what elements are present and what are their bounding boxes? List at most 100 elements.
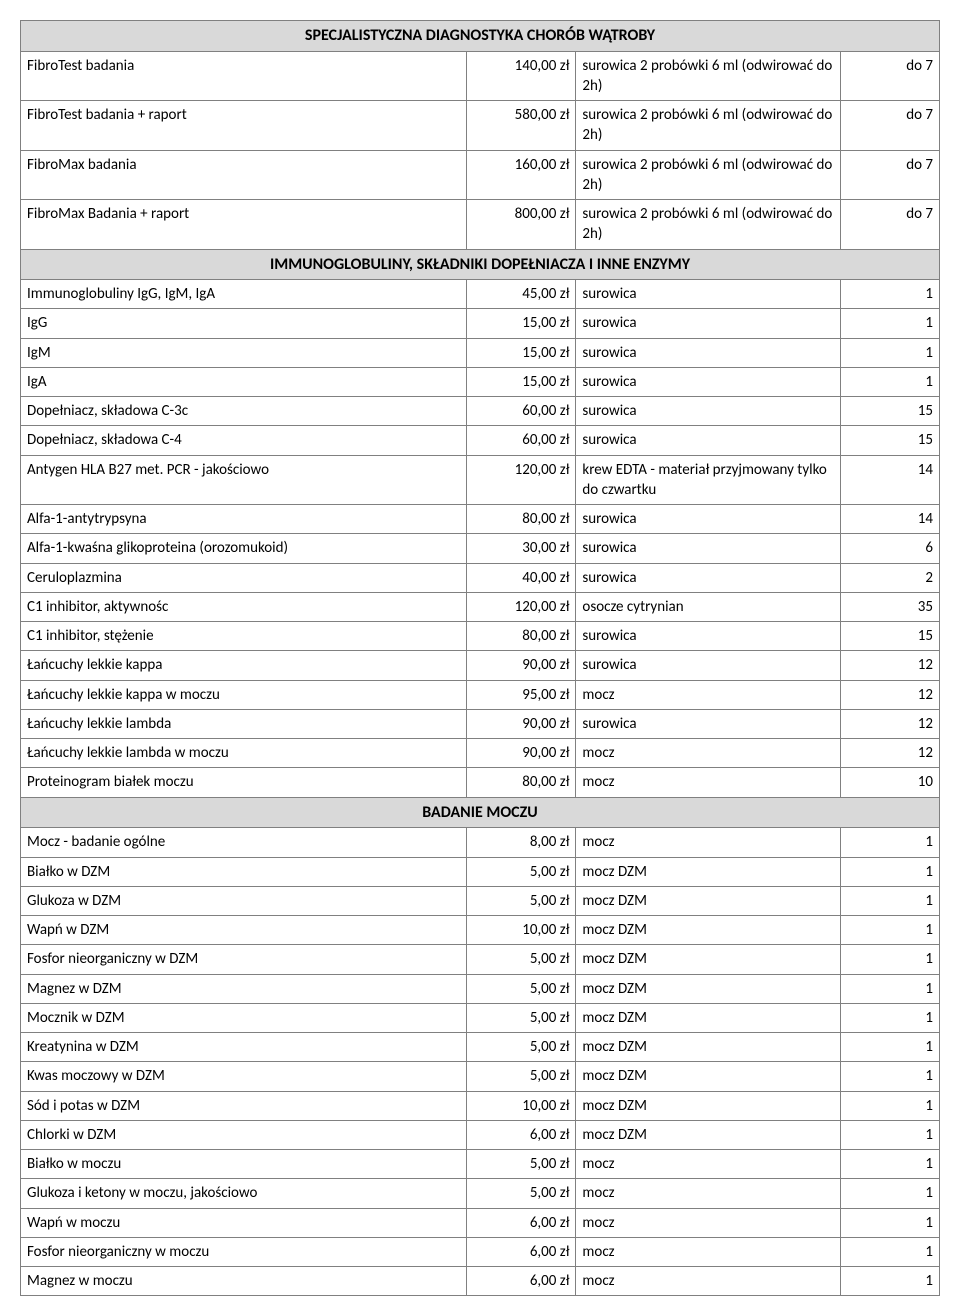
test-name: Fosfor nieorganiczny w moczu bbox=[21, 1237, 467, 1266]
test-days: 1 bbox=[840, 886, 939, 915]
test-material: mocz bbox=[576, 1267, 840, 1296]
test-days: do 7 bbox=[840, 101, 939, 151]
test-name: IgG bbox=[21, 309, 467, 338]
test-days: 1 bbox=[840, 828, 939, 857]
test-name: Fosfor nieorganiczny w DZM bbox=[21, 945, 467, 974]
test-days: 15 bbox=[840, 622, 939, 651]
table-row: Łańcuchy lekkie lambda w moczu90,00 złmo… bbox=[21, 739, 940, 768]
table-row: FibroTest badania + raport580,00 złsurow… bbox=[21, 101, 940, 151]
table-row: FibroMax badania160,00 złsurowica 2 prob… bbox=[21, 150, 940, 200]
test-name: Immunoglobuliny IgG, IgM, IgA bbox=[21, 280, 467, 309]
test-price: 6,00 zł bbox=[466, 1267, 576, 1296]
test-material: surowica bbox=[576, 309, 840, 338]
table-row: Immunoglobuliny IgG, IgM, IgA45,00 złsur… bbox=[21, 280, 940, 309]
table-row: Alfa-1-kwaśna glikoproteina (orozomukoid… bbox=[21, 534, 940, 563]
section-title: BADANIE MOCZU bbox=[21, 797, 940, 828]
test-name: C1 inhibitor, stężenie bbox=[21, 622, 467, 651]
test-name: IgM bbox=[21, 338, 467, 367]
table-row: C1 inhibitor, stężenie80,00 złsurowica15 bbox=[21, 622, 940, 651]
test-days: 1 bbox=[840, 974, 939, 1003]
table-row: Wapń w DZM10,00 złmocz DZM1 bbox=[21, 916, 940, 945]
table-row: FibroTest badania140,00 złsurowica 2 pro… bbox=[21, 51, 940, 101]
test-name: Ceruloplazmina bbox=[21, 563, 467, 592]
test-name: Dopełniacz, składowa C-3c bbox=[21, 397, 467, 426]
test-name: Magnez w DZM bbox=[21, 974, 467, 1003]
test-material: surowica bbox=[576, 505, 840, 534]
table-row: IgM15,00 złsurowica1 bbox=[21, 338, 940, 367]
test-material: mocz DZM bbox=[576, 974, 840, 1003]
test-days: 1 bbox=[840, 1208, 939, 1237]
test-days: 12 bbox=[840, 651, 939, 680]
table-row: Chlorki w DZM6,00 złmocz DZM1 bbox=[21, 1120, 940, 1149]
table-row: Łańcuchy lekkie kappa90,00 złsurowica12 bbox=[21, 651, 940, 680]
test-days: 12 bbox=[840, 739, 939, 768]
test-material: surowica bbox=[576, 622, 840, 651]
test-name: FibroMax Badania + raport bbox=[21, 200, 467, 250]
test-name: Proteinogram białek moczu bbox=[21, 768, 467, 797]
test-days: 14 bbox=[840, 455, 939, 505]
test-material: mocz bbox=[576, 739, 840, 768]
test-days: 1 bbox=[840, 1267, 939, 1296]
test-name: FibroTest badania + raport bbox=[21, 101, 467, 151]
test-price: 5,00 zł bbox=[466, 1150, 576, 1179]
test-material: surowica bbox=[576, 651, 840, 680]
test-days: do 7 bbox=[840, 150, 939, 200]
table-row: Antygen HLA B27 met. PCR - jakościowo120… bbox=[21, 455, 940, 505]
test-material: surowica bbox=[576, 338, 840, 367]
table-row: Alfa-1-antytrypsyna80,00 złsurowica14 bbox=[21, 505, 940, 534]
test-price: 5,00 zł bbox=[466, 1062, 576, 1091]
test-material: surowica bbox=[576, 280, 840, 309]
test-days: 1 bbox=[840, 1062, 939, 1091]
table-row: Mocz - badanie ogólne8,00 złmocz1 bbox=[21, 828, 940, 857]
test-name: FibroMax badania bbox=[21, 150, 467, 200]
test-price: 15,00 zł bbox=[466, 309, 576, 338]
test-material: surowica bbox=[576, 534, 840, 563]
test-price: 10,00 zł bbox=[466, 1091, 576, 1120]
table-row: Kreatynina w DZM5,00 złmocz DZM1 bbox=[21, 1033, 940, 1062]
section-header: IMMUNOGLOBULINY, SKŁADNIKI DOPEŁNIACZA I… bbox=[21, 249, 940, 280]
table-row: C1 inhibitor, aktywnośc120,00 złosocze c… bbox=[21, 592, 940, 621]
test-material: surowica 2 probówki 6 ml (odwirować do 2… bbox=[576, 51, 840, 101]
test-material: surowica bbox=[576, 563, 840, 592]
test-price: 15,00 zł bbox=[466, 338, 576, 367]
test-name: Łańcuchy lekkie kappa bbox=[21, 651, 467, 680]
test-price: 5,00 zł bbox=[466, 857, 576, 886]
table-row: Glukoza w DZM5,00 złmocz DZM1 bbox=[21, 886, 940, 915]
test-price: 140,00 zł bbox=[466, 51, 576, 101]
test-price: 30,00 zł bbox=[466, 534, 576, 563]
test-price: 120,00 zł bbox=[466, 592, 576, 621]
test-days: 1 bbox=[840, 1033, 939, 1062]
test-price: 90,00 zł bbox=[466, 651, 576, 680]
test-days: 1 bbox=[840, 280, 939, 309]
test-material: mocz bbox=[576, 768, 840, 797]
test-price: 6,00 zł bbox=[466, 1237, 576, 1266]
table-row: Wapń w moczu6,00 złmocz1 bbox=[21, 1208, 940, 1237]
test-price: 580,00 zł bbox=[466, 101, 576, 151]
test-name: Mocznik w DZM bbox=[21, 1003, 467, 1032]
test-price: 5,00 zł bbox=[466, 945, 576, 974]
test-material: mocz DZM bbox=[576, 886, 840, 915]
test-days: 12 bbox=[840, 709, 939, 738]
test-days: do 7 bbox=[840, 51, 939, 101]
test-price: 90,00 zł bbox=[466, 709, 576, 738]
section-title: IMMUNOGLOBULINY, SKŁADNIKI DOPEŁNIACZA I… bbox=[21, 249, 940, 280]
test-days: do 7 bbox=[840, 200, 939, 250]
test-material: surowica 2 probówki 6 ml (odwirować do 2… bbox=[576, 200, 840, 250]
test-name: C1 inhibitor, aktywnośc bbox=[21, 592, 467, 621]
test-price: 80,00 zł bbox=[466, 768, 576, 797]
table-row: Dopełniacz, składowa C-460,00 złsurowica… bbox=[21, 426, 940, 455]
test-price: 60,00 zł bbox=[466, 397, 576, 426]
test-name: Alfa-1-kwaśna glikoproteina (orozomukoid… bbox=[21, 534, 467, 563]
table-row: Kwas moczowy w DZM5,00 złmocz DZM1 bbox=[21, 1062, 940, 1091]
test-price: 5,00 zł bbox=[466, 974, 576, 1003]
test-material: mocz bbox=[576, 680, 840, 709]
test-price: 95,00 zł bbox=[466, 680, 576, 709]
test-days: 15 bbox=[840, 426, 939, 455]
test-days: 2 bbox=[840, 563, 939, 592]
test-days: 14 bbox=[840, 505, 939, 534]
test-name: Antygen HLA B27 met. PCR - jakościowo bbox=[21, 455, 467, 505]
test-name: Kwas moczowy w DZM bbox=[21, 1062, 467, 1091]
test-material: osocze cytrynian bbox=[576, 592, 840, 621]
test-name: Dopełniacz, składowa C-4 bbox=[21, 426, 467, 455]
test-material: mocz bbox=[576, 1150, 840, 1179]
